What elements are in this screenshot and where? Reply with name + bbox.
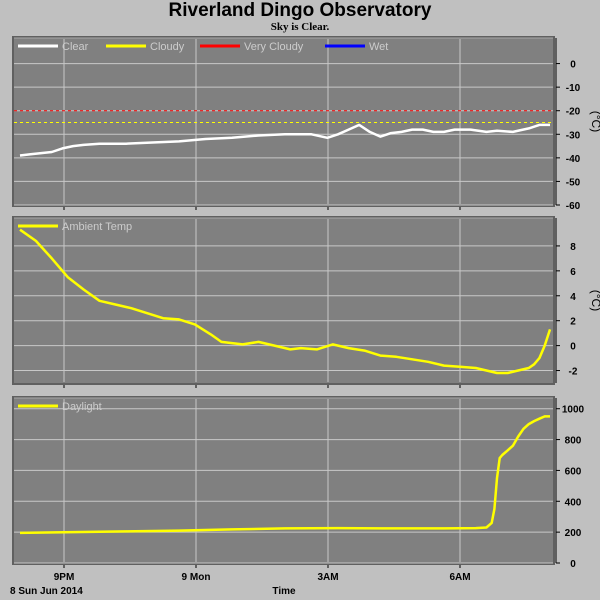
legend-label: Clear xyxy=(62,41,89,53)
chart-panel-3: 1000 800 600 400 200 0 Daylight xyxy=(12,396,585,570)
y-tick-label: 4 xyxy=(570,292,576,303)
y-tick-label: 2 xyxy=(570,317,576,328)
page-subtitle: Sky is Clear. xyxy=(270,21,330,33)
chart-panel-2: 8 6 4 2 0 -2 Ambient Temp (°C) xyxy=(12,216,600,388)
y-tick-label: 400 xyxy=(565,497,582,508)
page-title: Riverland Dingo Observatory xyxy=(168,0,432,21)
panel-background xyxy=(14,218,553,383)
y-tick-label: 6 xyxy=(570,267,576,278)
y-tick-label: -40 xyxy=(566,154,581,165)
y-tick-label: 200 xyxy=(565,528,582,539)
x-tick-label: 9PM xyxy=(54,572,75,583)
y-tick-label: -2 xyxy=(569,367,578,378)
legend-label: Very Cloudy xyxy=(244,41,304,53)
y-tick-label: -50 xyxy=(566,177,581,188)
chart-panel-1: 0 -10 -20 -30 -40 -50 -60 Clear Cloudy Very Cloud… xyxy=(12,36,600,212)
y-tick-label: -30 xyxy=(566,130,581,141)
legend-label: Cloudy xyxy=(150,41,185,53)
y-tick-label: 0 xyxy=(570,342,576,353)
date-label: 8 Sun Jun 2014 xyxy=(10,586,83,597)
series-line-clear xyxy=(19,123,550,157)
x-tick-label: 9 Mon xyxy=(182,572,211,583)
y-tick-label: 1000 xyxy=(562,405,585,416)
y-tick-label: 0 xyxy=(570,559,576,570)
panel-background xyxy=(14,38,553,205)
y-tick-label: -60 xyxy=(566,201,581,212)
x-tick-label: 3AM xyxy=(317,572,338,583)
y-unit-label: (°C) xyxy=(589,111,600,132)
y-tick-label: 800 xyxy=(565,436,582,447)
series-line-ambient-temp xyxy=(19,228,552,375)
y-tick-label: 8 xyxy=(570,242,576,253)
y-tick-label: 0 xyxy=(570,60,576,71)
y-tick-label: 600 xyxy=(565,466,582,477)
legend-label: Wet xyxy=(369,41,388,53)
panel-background xyxy=(14,398,553,563)
y-tick-label: -20 xyxy=(566,107,581,118)
legend-label: Ambient Temp xyxy=(62,221,132,233)
series-line-daylight xyxy=(19,415,550,535)
y-tick-label: -10 xyxy=(566,83,581,94)
legend-label: Daylight xyxy=(62,401,102,413)
y-unit-label: (°C) xyxy=(589,290,600,311)
x-tick-label: 6AM xyxy=(449,572,470,583)
x-axis-label: Time xyxy=(272,586,296,597)
